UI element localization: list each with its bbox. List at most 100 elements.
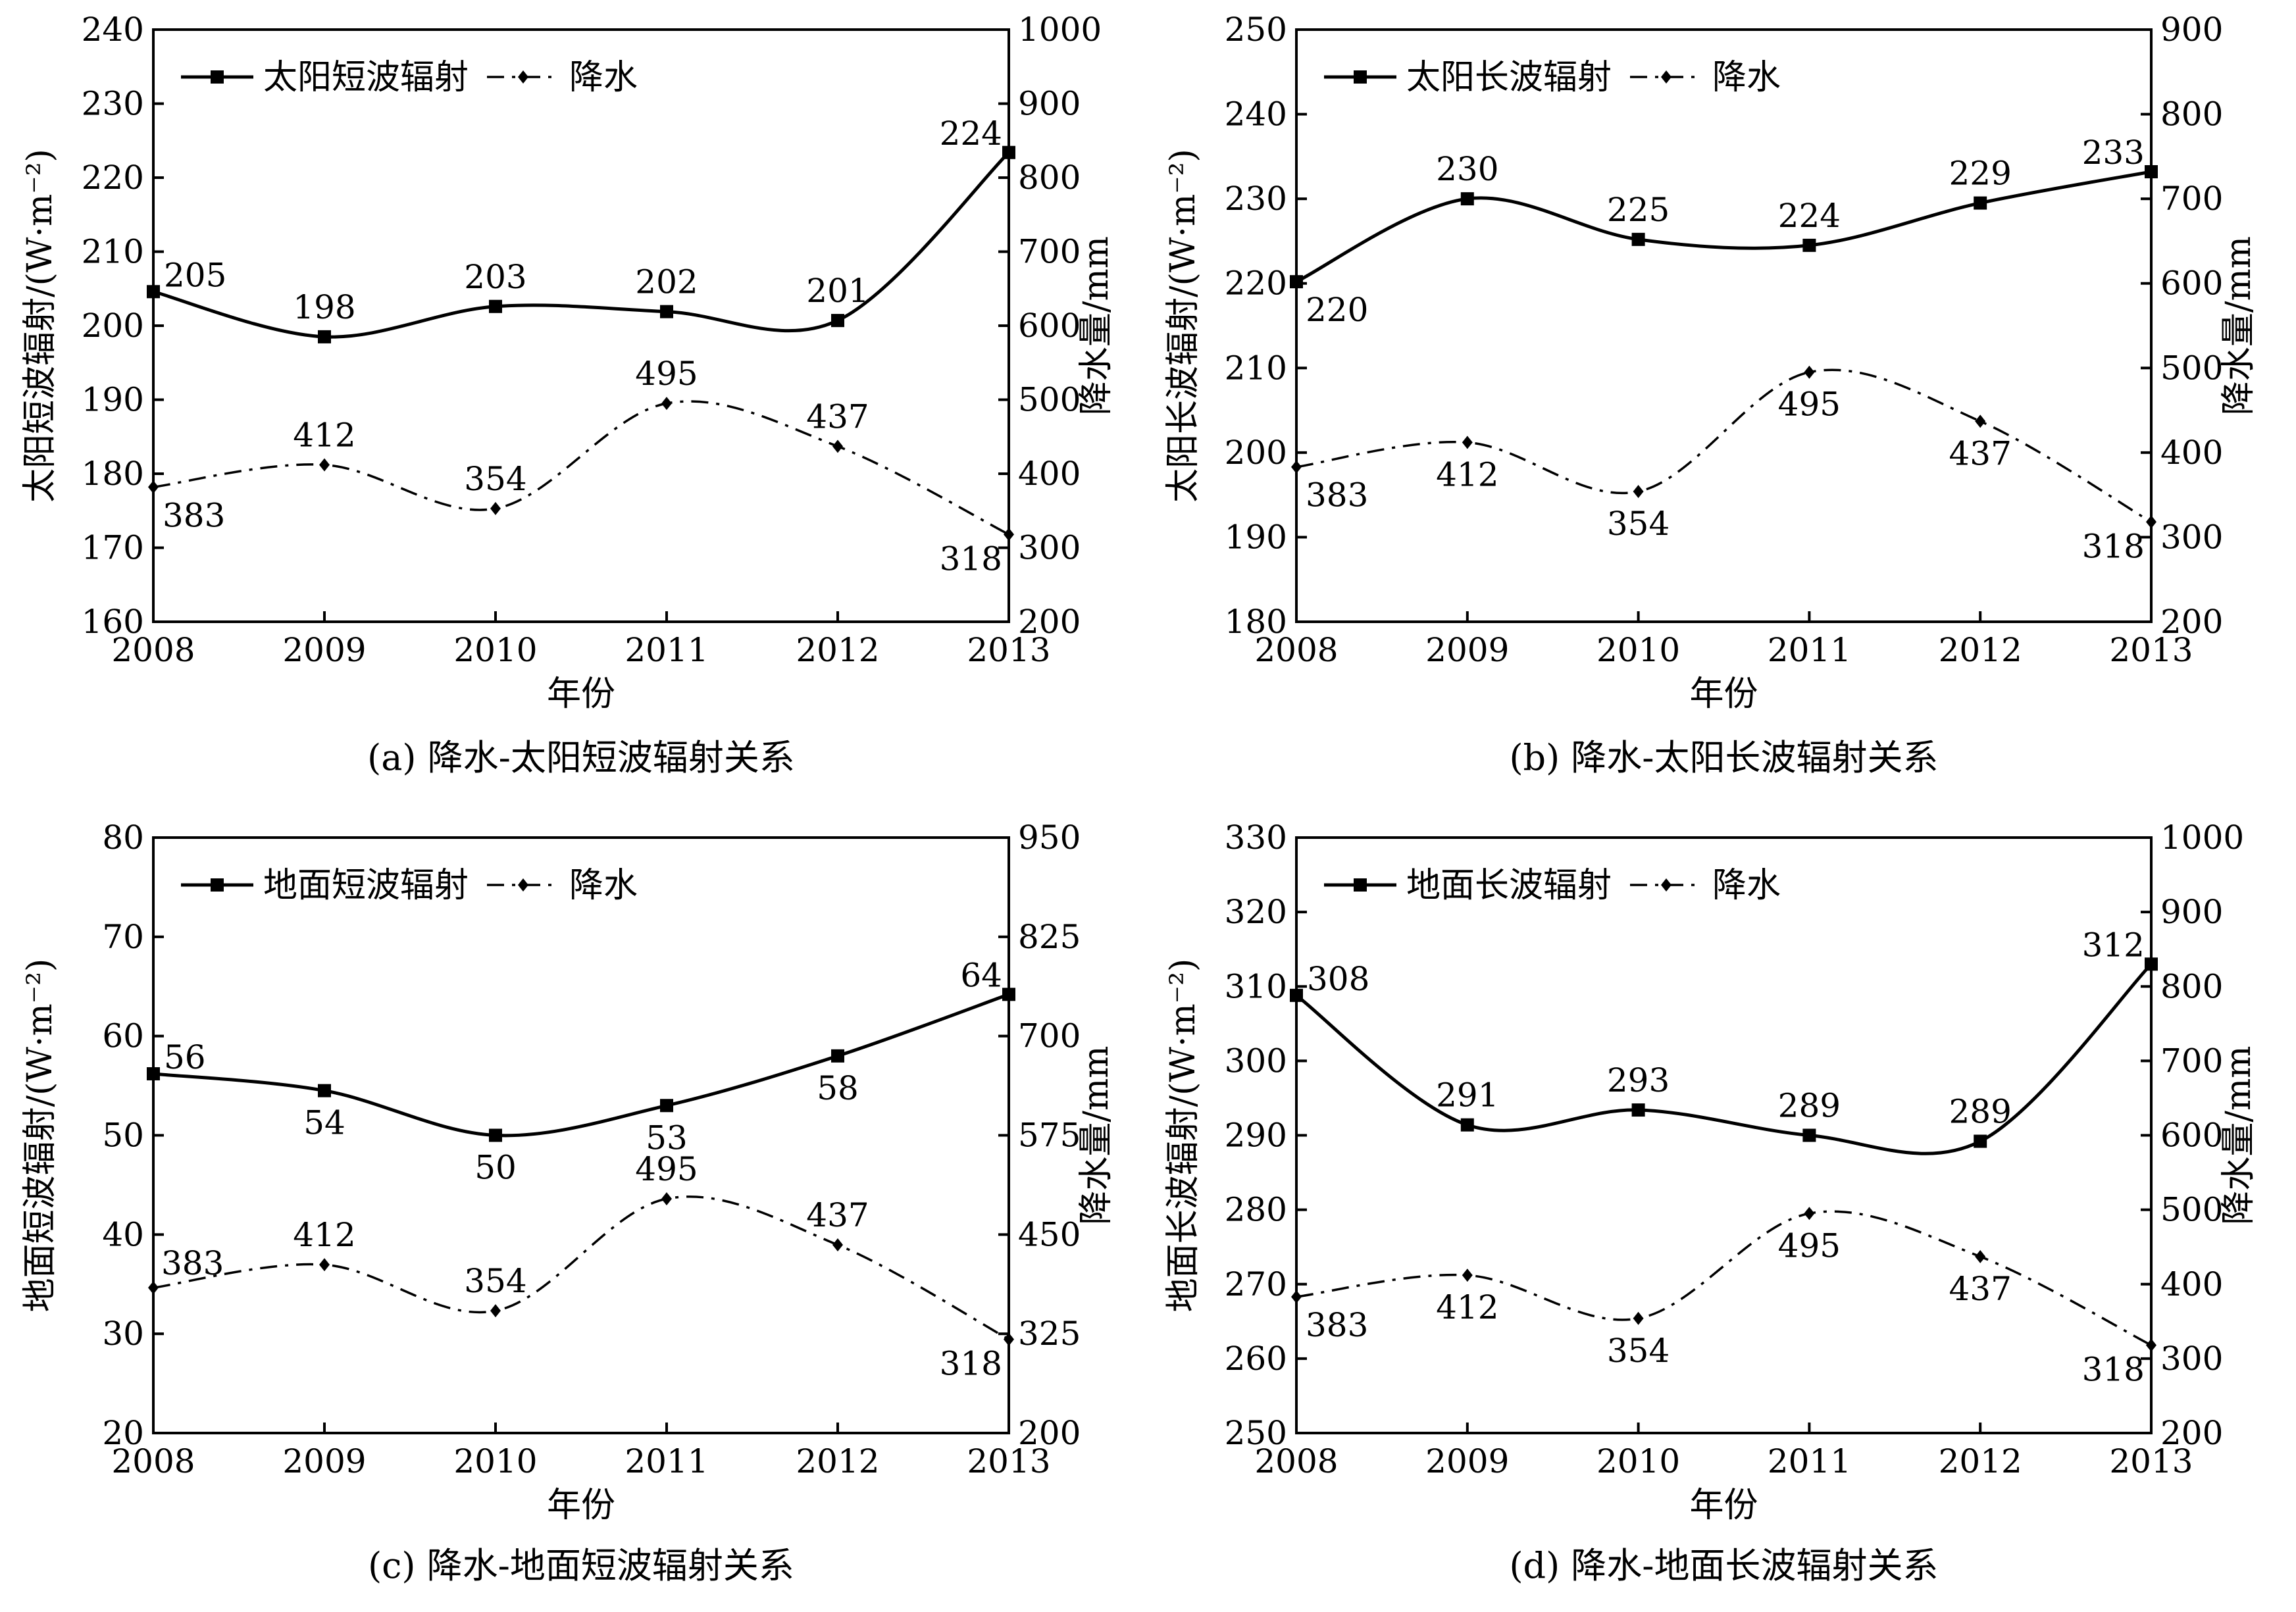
legend-marker-precipitation: [518, 878, 528, 892]
legend-marker-radiation: [1354, 878, 1367, 892]
x-tick-label: 2009: [282, 631, 366, 669]
series-line-radiation: [1295, 170, 2152, 284]
precipitation-point: [1804, 1207, 1815, 1221]
precipitation-point: [148, 480, 159, 494]
legend-marker-radiation: [211, 70, 224, 84]
y-left-tick-label: 290: [1225, 1117, 1287, 1155]
chart-panel-a: 2008 2009 2010 2011 2012 2013 160 170 180 190 200 2…: [20, 11, 1116, 778]
series-line-precipitation: [1296, 368, 2152, 523]
y-right-tick-label: 950: [1018, 819, 1081, 857]
radiation-point: [1631, 232, 1645, 246]
radiation-point: [660, 1099, 673, 1113]
data-label: 293: [1607, 1061, 1670, 1099]
radiation-point: [2145, 165, 2158, 178]
data-label: 383: [161, 1244, 224, 1282]
plot-frame: [1295, 836, 2153, 1434]
precipitation-point: [2146, 515, 2156, 529]
radiation-point: [1460, 192, 1474, 206]
data-label: 437: [1949, 1270, 2011, 1308]
y-right-tick-label: 500: [2160, 1191, 2223, 1229]
precipitation-point: [661, 397, 672, 411]
y-right-tick-label: 900: [1018, 85, 1081, 123]
data-label: 312: [2082, 926, 2145, 964]
y-right-tick-label: 300: [1018, 529, 1081, 567]
x-tick-label: 2010: [453, 1442, 537, 1480]
radiation-point: [147, 1067, 160, 1080]
precipitation-point: [1633, 485, 1644, 498]
radiation-point: [1631, 1103, 1645, 1117]
data-label: 201: [806, 272, 869, 310]
data-label: 318: [2082, 1351, 2145, 1389]
data-label: 289: [1778, 1087, 1841, 1125]
y-left-tick-label: 250: [1225, 1414, 1287, 1452]
data-label: 224: [1778, 197, 1841, 235]
y-right-tick-label: 825: [1018, 918, 1081, 956]
x-axis-title: 年份: [1689, 674, 1758, 714]
legend-marker-precipitation: [518, 70, 528, 84]
precipitation-point: [490, 1304, 501, 1318]
precipitation-point: [661, 1192, 672, 1206]
legend-marker-radiation: [211, 878, 224, 892]
y-right-tick-label: 700: [1018, 1017, 1081, 1055]
data-label: 495: [635, 355, 698, 393]
y-left-tick-label: 280: [1225, 1191, 1287, 1229]
data-label: 225: [1607, 191, 1670, 229]
y-left-tick-label: 210: [1225, 349, 1287, 387]
y-left-tick-label: 180: [82, 455, 144, 493]
legend-label-radiation: 太阳长波辐射: [1406, 58, 1612, 97]
data-label: 308: [1307, 960, 1369, 998]
data-label: 56: [164, 1038, 206, 1076]
y-left-tick-label: 260: [1225, 1340, 1287, 1378]
y-left-tick-label: 230: [1225, 180, 1287, 218]
y-right-tick-label: 400: [1018, 455, 1081, 493]
y-left-tick-label: 200: [82, 307, 144, 345]
y-right-tick-label: 300: [2160, 1340, 2223, 1378]
y-right-tick-label: 900: [2160, 893, 2223, 931]
data-label: 383: [1306, 476, 1368, 515]
y-right-tick-label: 200: [1018, 1414, 1081, 1452]
data-label: 318: [940, 1345, 1002, 1383]
y-left-tick-label: 50: [102, 1117, 144, 1155]
precipitation-point: [1004, 528, 1014, 542]
data-label: 198: [293, 288, 355, 326]
data-label: 53: [646, 1119, 688, 1157]
radiation-point: [489, 1128, 502, 1142]
series-line-precipitation: [1296, 1210, 2152, 1347]
y-left-tick-label: 20: [102, 1414, 144, 1452]
y-right-tick-label: 500: [2160, 349, 2223, 387]
x-tick-label: 2010: [1596, 1442, 1680, 1480]
x-tick-label: 2009: [1425, 631, 1509, 669]
y-right-tick-label: 325: [1018, 1315, 1081, 1353]
x-tick-label: 2011: [625, 1442, 708, 1480]
precipitation-point: [2146, 1338, 2156, 1352]
chart-panel-b: 2008 2009 2010 2011 2012 2013 180 190 200 210 220 2…: [1163, 11, 2258, 778]
x-tick-label: 2009: [1425, 1442, 1509, 1480]
x-axis-title: 年份: [547, 674, 615, 714]
precipitation-point: [1633, 1311, 1644, 1325]
y-left-tick-label: 210: [82, 233, 144, 271]
y-right-tick-label: 700: [2160, 180, 2223, 218]
legend-label-radiation: 地面短波辐射: [263, 866, 469, 905]
data-label: 233: [2082, 134, 2145, 172]
legend-label-precipitation: 降水: [1712, 58, 1781, 97]
data-label: 58: [817, 1069, 859, 1107]
radiation-point: [1802, 1128, 1816, 1142]
y-right-tick-label: 600: [1018, 307, 1081, 345]
radiation-point: [2145, 957, 2158, 971]
data-label: 437: [806, 1196, 869, 1234]
radiation-point: [831, 314, 844, 328]
y-left-axis-title: 太阳短波辐射/(W·m⁻²): [20, 149, 60, 503]
data-label: 50: [474, 1149, 517, 1187]
data-label: 318: [2082, 527, 2145, 565]
y-left-tick-label: 330: [1225, 819, 1287, 857]
series-line-precipitation: [153, 400, 1009, 536]
y-left-tick-label: 190: [82, 381, 144, 419]
x-axis-title: 年份: [1689, 1486, 1758, 1525]
data-label: 354: [464, 460, 526, 498]
data-label: 203: [464, 258, 526, 296]
x-tick-label: 2009: [282, 1442, 366, 1480]
y-left-tick-label: 200: [1225, 434, 1287, 472]
y-left-tick-label: 190: [1225, 518, 1287, 556]
y-left-axis-title: 地面短波辐射/(W·m⁻²): [20, 959, 60, 1313]
y-left-tick-label: 170: [82, 529, 144, 567]
